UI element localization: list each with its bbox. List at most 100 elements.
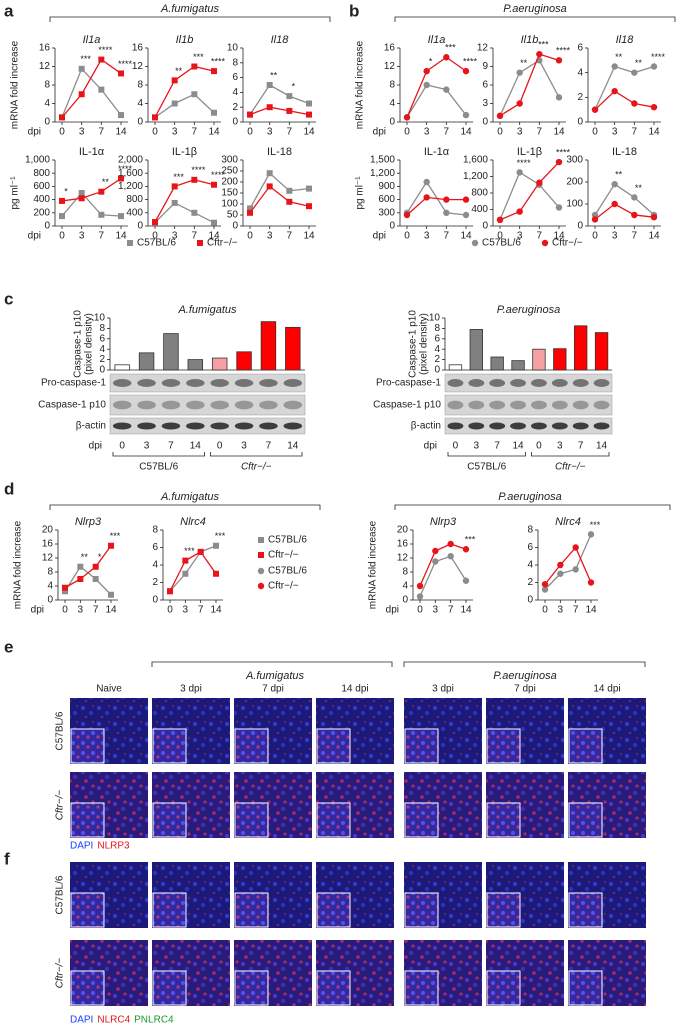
y-tick-label: 0 [232,117,238,128]
significance: * [64,186,68,196]
y-tick-label: 4 [99,344,105,355]
group-bracket [151,661,393,667]
blot-band [210,379,229,387]
bar [211,357,228,371]
group-bracket [112,452,205,457]
data-point [432,547,439,555]
stain-label: DAPI [70,841,93,852]
x-axis-label: dpi [31,605,44,616]
data-point [152,219,158,226]
blot [109,373,306,393]
x-axis-label: dpi [424,441,437,452]
significance: **** [98,45,113,55]
data-point [555,158,563,166]
x-tick-label: 0 [404,231,410,242]
series-line [499,171,560,221]
column-label: 3 dpi [180,684,202,695]
y-tick-label: 4 [152,560,158,571]
y-axis-label: (pixel density) [84,313,95,375]
group-bracket [49,504,321,510]
y-tick-label: 6 [99,333,105,344]
micrograph-inset [234,802,269,838]
blot-band [112,379,132,387]
y-tick-label: 10 [429,313,441,324]
y-tick-label: 1,200 [370,168,395,179]
x-tick-label: 3 [267,127,273,138]
y-tick-label: 0 [137,117,143,128]
data-point [631,69,638,76]
y-axis-label: Caspase-1 p10 [408,310,419,378]
y-tick-label: 12 [42,553,54,564]
y-tick-label: 9 [482,61,488,72]
significance: *** [465,535,476,545]
data-point [496,216,504,224]
y-axis-label: Caspase-1 p10 [73,310,84,378]
y-tick-label: 6 [434,333,440,344]
y-tick-label: 2 [527,577,533,588]
legend-label: C57BL/6 [268,535,307,546]
y-tick-label: 8 [44,80,50,91]
significance: *** [110,531,121,541]
series-line [419,555,467,597]
data-point [416,593,424,600]
significance: **** [517,158,532,168]
significance: ** [635,183,643,193]
data-point [108,542,114,549]
series-line [154,65,215,118]
column-label: 7 dpi [262,684,284,695]
x-tick-label: 0 [592,231,598,242]
data-point [462,546,470,553]
bar [236,351,252,371]
data-point [213,570,219,577]
y-tick-label: 0 [434,365,440,376]
y-tick-label: 800 [33,168,50,179]
significance: ** [270,70,278,80]
x-tick-label: 0 [152,231,158,242]
data-point [516,169,523,176]
y-tick-label: 0 [389,221,395,232]
y-tick-label: 400 [126,207,143,218]
data-point [591,106,599,113]
x-tick-label: 14 [460,231,472,242]
y-tick-label: 800 [126,194,143,205]
y-tick-label: 8 [434,323,440,334]
stain-label: DAPI [70,1015,93,1026]
significance: *** [193,52,204,62]
legend-label: Cftr−/− [268,550,299,561]
legend-label: Cftr−/− [207,238,238,249]
y-axis-label: mRNA fold increase [10,40,21,129]
x-tick-label: 14 [210,605,222,616]
x-tick-label: 14 [460,127,472,138]
micrograph-inset [70,802,105,838]
blot-band [259,379,278,387]
legend-marker [541,239,549,247]
legend-label: Cftr−/− [268,581,299,592]
x-tick-label: 3 [172,231,178,242]
data-point [247,111,253,118]
micrograph-inset [404,970,439,1006]
x-tick-label: 0 [119,441,125,452]
data-point [191,63,198,70]
micrograph-inset [404,892,439,928]
data-point [516,208,523,215]
y-tick-label: 16 [132,43,144,54]
panel-label: d [4,479,14,498]
data-point [78,91,85,98]
significance: **** [651,52,666,62]
y-tick-label: 0 [482,221,488,232]
blot-band [447,379,464,387]
blot-band [283,422,303,430]
y-tick-label: 2 [232,102,238,113]
data-point [462,196,470,203]
data-point [587,579,595,586]
x-tick-label: 3 [424,231,430,242]
significance: *** [173,172,184,182]
chart-title: P.aeruginosa [497,304,560,316]
stain-label: NLRP3 [97,841,130,852]
y-tick-label: 16 [42,539,54,550]
data-point [611,181,618,188]
data-point [587,531,595,538]
y-tick-label: 300 [378,207,395,218]
y-axis-label: (pixel density) [419,313,430,375]
x-tick-label: 14 [115,127,127,138]
